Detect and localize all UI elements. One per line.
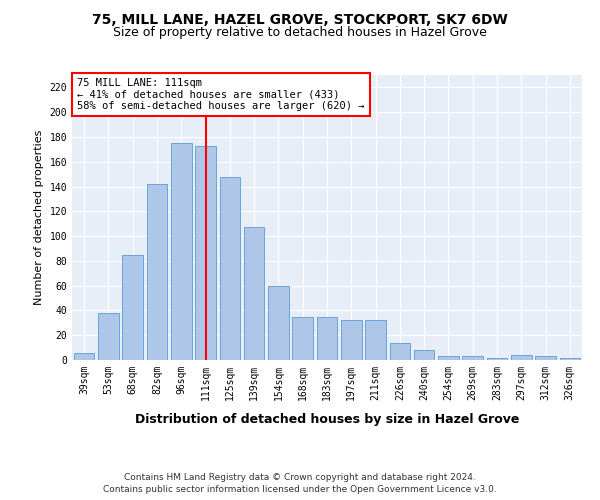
Bar xyxy=(560,358,580,360)
Bar xyxy=(268,286,289,360)
Bar xyxy=(244,228,265,360)
Bar xyxy=(122,254,143,360)
Bar xyxy=(511,355,532,360)
Bar xyxy=(146,184,167,360)
Bar xyxy=(414,350,434,360)
Bar xyxy=(220,176,240,360)
Text: Contains HM Land Registry data © Crown copyright and database right 2024.: Contains HM Land Registry data © Crown c… xyxy=(124,472,476,482)
Bar xyxy=(438,356,459,360)
Bar xyxy=(389,342,410,360)
Bar xyxy=(292,316,313,360)
Text: Distribution of detached houses by size in Hazel Grove: Distribution of detached houses by size … xyxy=(135,412,519,426)
Bar xyxy=(171,143,191,360)
Bar xyxy=(317,316,337,360)
Bar xyxy=(535,356,556,360)
Bar xyxy=(98,313,119,360)
Bar xyxy=(463,356,483,360)
Bar xyxy=(365,320,386,360)
Text: 75 MILL LANE: 111sqm
← 41% of detached houses are smaller (433)
58% of semi-deta: 75 MILL LANE: 111sqm ← 41% of detached h… xyxy=(77,78,365,111)
Y-axis label: Number of detached properties: Number of detached properties xyxy=(34,130,44,305)
Bar xyxy=(195,146,216,360)
Bar xyxy=(487,358,508,360)
Text: Contains public sector information licensed under the Open Government Licence v3: Contains public sector information licen… xyxy=(103,485,497,494)
Bar xyxy=(341,320,362,360)
Text: Size of property relative to detached houses in Hazel Grove: Size of property relative to detached ho… xyxy=(113,26,487,39)
Bar xyxy=(74,352,94,360)
Text: 75, MILL LANE, HAZEL GROVE, STOCKPORT, SK7 6DW: 75, MILL LANE, HAZEL GROVE, STOCKPORT, S… xyxy=(92,12,508,26)
